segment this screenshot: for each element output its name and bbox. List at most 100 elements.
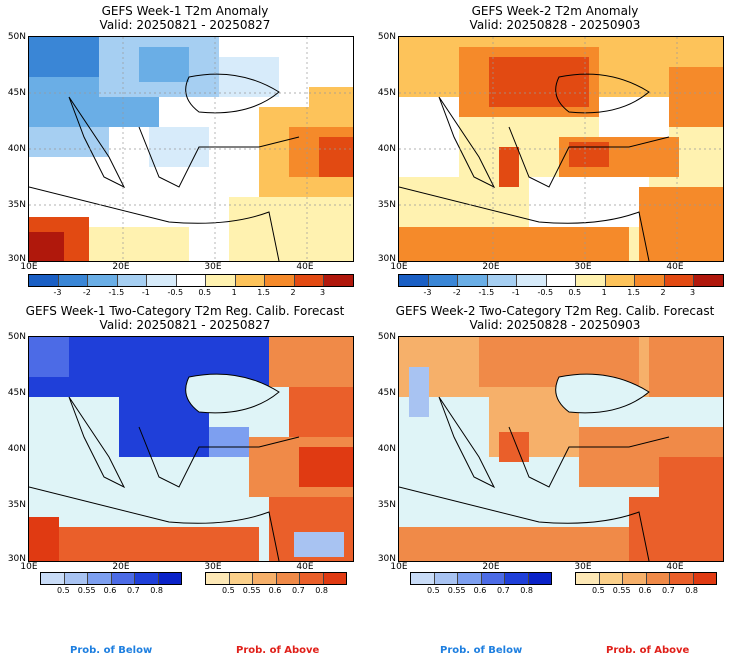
below-region bbox=[29, 337, 69, 377]
colorbar-label: 0.6 bbox=[473, 586, 487, 595]
colorbar-swatch bbox=[294, 275, 325, 286]
lon-label: 20E bbox=[482, 262, 500, 272]
warm-region bbox=[319, 137, 353, 177]
colorbar-label: 2 bbox=[660, 288, 666, 297]
panel-title: GEFS Week-1 T2m Anomaly bbox=[101, 4, 269, 18]
hot-region bbox=[29, 232, 64, 261]
colorbar-label: -1.5 bbox=[108, 288, 125, 297]
panel-title: GEFS Week-2 T2m Anomaly bbox=[471, 4, 639, 18]
lat-label: 45N bbox=[7, 388, 26, 398]
map-canvas bbox=[29, 37, 353, 261]
colorbar-swatch bbox=[517, 275, 547, 286]
colorbar-swatch bbox=[88, 275, 118, 286]
colorbar-swatch bbox=[528, 573, 551, 584]
colorbar-swatch bbox=[276, 573, 300, 584]
lon-label: 30E bbox=[574, 262, 592, 272]
colorbar-label: 3 bbox=[319, 288, 326, 297]
balkan-coast bbox=[508, 426, 670, 488]
map-canvas bbox=[29, 337, 353, 561]
prob-above-colorbar-labels: 0.5 0.55 0.6 0.7 0.8 bbox=[575, 586, 715, 596]
colorbar-swatch bbox=[546, 275, 577, 286]
lat-label: 50N bbox=[7, 332, 26, 342]
colorbar-label: 0.7 bbox=[661, 586, 675, 595]
colorbar-label: 0.5 bbox=[591, 586, 605, 595]
colorbar-label: -1 bbox=[511, 288, 520, 297]
colorbar-label: 0.6 bbox=[103, 586, 117, 595]
colorbar-label: 0.7 bbox=[496, 586, 510, 595]
warm-region bbox=[669, 67, 723, 127]
colorbar-swatch bbox=[147, 275, 177, 286]
colorbar-label: 1.5 bbox=[627, 288, 640, 297]
map-canvas bbox=[399, 37, 723, 261]
map-week1-anomaly bbox=[28, 36, 354, 262]
colorbar-label: 0.7 bbox=[291, 586, 305, 595]
colorbar-swatch bbox=[411, 573, 435, 584]
lon-label: 30E bbox=[204, 562, 222, 572]
footer-prob-above: Prob. of Above bbox=[236, 645, 320, 656]
colorbar-swatch bbox=[635, 275, 665, 286]
panel-valid-dates: Valid: 20250821 - 20250827 bbox=[99, 318, 271, 332]
lat-label: 45N bbox=[377, 88, 396, 98]
cold-region bbox=[29, 37, 99, 77]
colorbar-label: 0.8 bbox=[685, 586, 699, 595]
lat-label: 50N bbox=[377, 32, 396, 42]
colorbar-swatch bbox=[58, 275, 89, 286]
colorbar-swatch bbox=[694, 275, 724, 286]
balkan-coast bbox=[138, 426, 300, 488]
lon-label: 40E bbox=[296, 262, 314, 272]
neutral-region bbox=[599, 97, 669, 137]
colorbar-label: -1.5 bbox=[478, 288, 495, 297]
colorbar-swatch bbox=[158, 573, 181, 584]
prob-below-colorbar bbox=[410, 572, 552, 585]
colorbar-swatch bbox=[428, 275, 459, 286]
hot-region bbox=[489, 57, 589, 107]
colorbar-swatch bbox=[176, 275, 207, 286]
panel-valid-dates: Valid: 20250828 - 20250903 bbox=[469, 18, 641, 32]
colorbar-swatch bbox=[693, 573, 716, 584]
panel-week1-anomaly: GEFS Week-1 T2m Anomaly Valid: 20250821 … bbox=[0, 0, 370, 300]
prob-below-colorbar-labels: 0.5 0.55 0.6 0.7 0.8 bbox=[40, 586, 180, 596]
colorbar-swatch bbox=[576, 275, 606, 286]
panel-title: GEFS Week-1 Two-Category T2m Reg. Calib.… bbox=[25, 304, 345, 318]
colorbar-swatch bbox=[670, 573, 694, 584]
colorbar-label: -3 bbox=[53, 288, 62, 297]
lat-label: 40N bbox=[7, 144, 26, 154]
black-sea-coast bbox=[185, 373, 280, 414]
colorbar-swatch bbox=[300, 573, 324, 584]
lon-label: 10E bbox=[20, 262, 38, 272]
colorbar-label: 1 bbox=[231, 288, 237, 297]
black-sea-coast bbox=[185, 73, 280, 114]
above-region bbox=[629, 497, 723, 561]
cold-region bbox=[139, 47, 189, 82]
colorbar-swatch bbox=[117, 275, 148, 286]
lat-label: 40N bbox=[377, 144, 396, 154]
prob-below-colorbar-labels: 0.5 0.55 0.6 0.7 0.8 bbox=[410, 586, 550, 596]
panel-valid-dates: Valid: 20250821 - 20250827 bbox=[99, 18, 271, 32]
warm-region bbox=[309, 87, 353, 117]
colorbar-swatch bbox=[458, 573, 482, 584]
colorbar-label: 1.5 bbox=[257, 288, 270, 297]
lat-label: 45N bbox=[7, 88, 26, 98]
colorbar-label: 0.55 bbox=[77, 586, 96, 595]
map-canvas bbox=[399, 337, 723, 561]
anomaly-colorbar-labels: -3 -2 -1.5 -1 -0.5 0.5 1 1.5 2 3 bbox=[398, 288, 722, 298]
hot-region bbox=[499, 147, 519, 187]
lat-label: 50N bbox=[377, 332, 396, 342]
colorbar-label: -1 bbox=[141, 288, 150, 297]
above-region bbox=[649, 337, 723, 397]
below-region bbox=[294, 532, 344, 557]
anomaly-colorbar-labels: -3 -2 -1.5 -1 -0.5 0.5 1 1.5 2 3 bbox=[28, 288, 352, 298]
lon-label: 40E bbox=[666, 562, 684, 572]
above-region bbox=[29, 517, 59, 561]
colorbar-swatch bbox=[253, 573, 277, 584]
above-region bbox=[399, 527, 629, 561]
colorbar-label: 0.8 bbox=[520, 586, 534, 595]
lat-label: 30N bbox=[377, 554, 396, 564]
warm-region bbox=[229, 197, 353, 261]
lat-label: 30N bbox=[7, 254, 26, 264]
panel-title: GEFS Week-2 Two-Category T2m Reg. Calib.… bbox=[395, 304, 715, 318]
colorbar-label: 0.8 bbox=[315, 586, 329, 595]
colorbar-swatch bbox=[481, 573, 505, 584]
colorbar-swatch bbox=[88, 573, 112, 584]
lon-label: 40E bbox=[296, 562, 314, 572]
